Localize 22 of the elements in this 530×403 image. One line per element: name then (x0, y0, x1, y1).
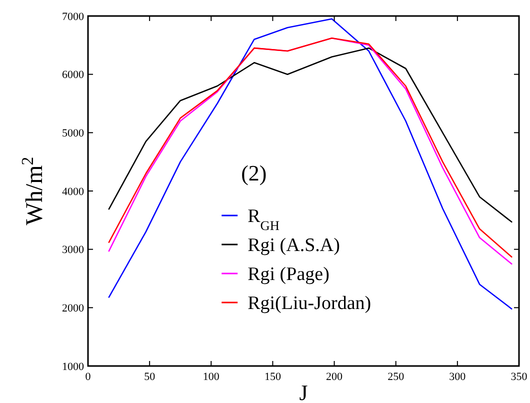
y-tick-label: 2000 (62, 302, 84, 315)
annotation: (2) (241, 160, 267, 186)
y-tick-label: 5000 (62, 128, 84, 140)
y-tick-label: 3000 (62, 244, 84, 256)
x-tick-label: 350 (510, 371, 528, 383)
x-tick-label: 100 (202, 371, 220, 383)
legend-label: R$_{GH}$ (248, 206, 280, 233)
x-tick-label: 200 (326, 371, 344, 383)
line-series (108, 47, 512, 223)
legend-label: Rgi (Page) (248, 264, 330, 286)
x-axis-title: J (299, 380, 308, 403)
y-tick-label: 6000 (62, 69, 84, 82)
x-tick-label: 300 (449, 371, 466, 383)
x-tick-label: 0 (85, 371, 92, 383)
x-tick-label: 150 (264, 371, 282, 383)
y-tick-label: 4000 (62, 186, 84, 198)
y-tick-label: 7000 (62, 10, 84, 23)
x-tick-label: 250 (388, 371, 405, 383)
x-tick-label: 50 (144, 371, 156, 383)
legend-label: Rgi (A.S.A) (248, 235, 340, 256)
y-tick-label: 1000 (62, 360, 84, 373)
legend-label: Rgi(Liu-Jordan) (248, 293, 372, 314)
